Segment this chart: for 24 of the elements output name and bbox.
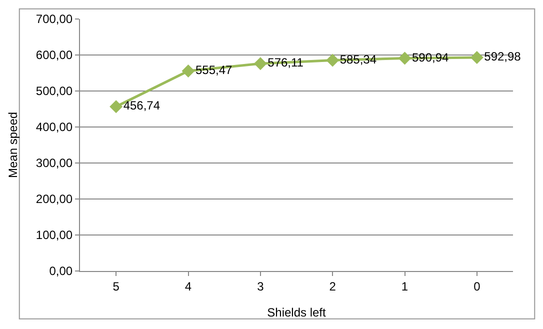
x-axis-title: Shields left: [267, 305, 327, 320]
y-tick-label: 600,00: [36, 48, 73, 62]
y-tick-label: 200,00: [36, 192, 73, 206]
x-tick-label: 4: [184, 279, 192, 294]
y-tick-label: 300,00: [36, 156, 73, 170]
y-tick-label: 400,00: [36, 120, 73, 134]
point: [182, 64, 195, 78]
x-tick-label: 2: [329, 279, 336, 294]
point: [398, 52, 412, 65]
point: [326, 54, 340, 67]
point: [470, 51, 484, 64]
point: [110, 100, 123, 114]
x-tick-label: 1: [401, 279, 408, 294]
x-tick-label: 5: [112, 279, 120, 294]
y-tick-label: 0,00: [49, 264, 73, 278]
data-label: 456,74: [123, 98, 160, 113]
y-tick-label: 700,00: [36, 12, 73, 26]
x-tick-label: 3: [257, 279, 264, 294]
y-tick-label: 500,00: [36, 84, 73, 98]
point: [254, 57, 267, 70]
y-axis-title: Mean speed: [6, 112, 20, 178]
data-label: 592,98: [484, 50, 522, 64]
x-tick-label: 0: [474, 279, 481, 294]
y-tick-label: 100,00: [36, 228, 73, 242]
